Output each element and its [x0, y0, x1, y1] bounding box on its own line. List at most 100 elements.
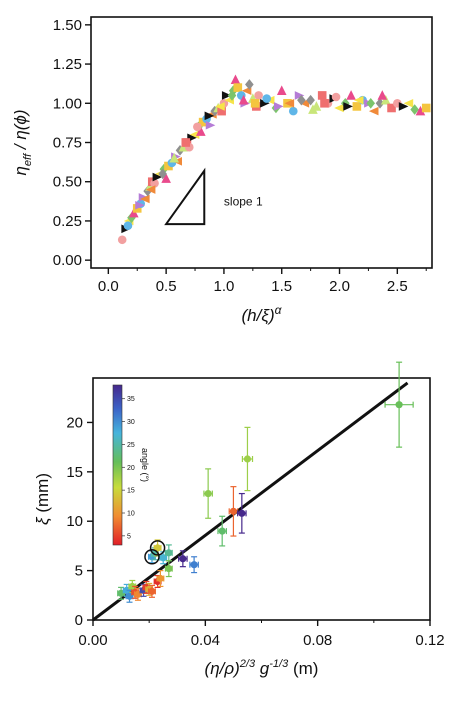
data-point — [398, 102, 409, 111]
data-point — [153, 544, 162, 552]
data-point — [352, 102, 362, 111]
fit-line — [92, 381, 409, 622]
y-tick-label: 10 — [66, 513, 83, 530]
data-point — [377, 90, 388, 100]
data-point — [204, 111, 215, 121]
data-point — [145, 185, 156, 194]
data-point — [138, 193, 149, 202]
data-point — [260, 98, 270, 108]
data-point — [262, 94, 272, 103]
data-point — [215, 102, 225, 111]
data-point — [161, 173, 171, 183]
data-point — [158, 168, 167, 180]
data-point — [368, 106, 379, 116]
data-point — [410, 104, 419, 115]
data-point — [165, 565, 173, 573]
colorbar-tick-label: 25 — [127, 442, 135, 449]
data-point — [353, 95, 364, 105]
x-tick-label: 0.0 — [98, 278, 119, 295]
slope-triangle — [164, 167, 206, 226]
data-point — [123, 221, 133, 230]
data-point — [150, 178, 159, 188]
y-tick-label: 1.50 — [53, 17, 82, 34]
data-point — [403, 98, 414, 108]
colorbar — [112, 384, 123, 546]
data-point — [181, 138, 191, 147]
data-point — [297, 94, 306, 106]
y-tick-label: 15 — [66, 464, 83, 481]
data-point — [288, 106, 298, 116]
data-point — [250, 98, 260, 108]
data-point — [159, 554, 167, 562]
y-axis-label: ηeff / η(ϕ) — [11, 109, 34, 175]
top-scatter-chart: 0.0 0.5 1.0 1.5 2.0 2.5 0.00 0.25 0.50 0.75 1.00 1.… — [11, 16, 433, 325]
data-point — [299, 98, 310, 108]
colorbar-tick-label: 5 — [127, 533, 131, 540]
x-tick-label: 0.5 — [156, 278, 177, 295]
data-point — [276, 85, 287, 96]
x-tick-label: 0.08 — [303, 632, 332, 649]
data-point — [217, 106, 226, 116]
data-point — [127, 212, 136, 224]
x-axis-label: (h/ξ)α — [242, 303, 283, 325]
data-point — [205, 120, 216, 130]
data-point — [331, 92, 341, 102]
plot-frame — [90, 16, 433, 269]
data-point — [135, 200, 145, 210]
y-tick-label: 0.50 — [53, 174, 82, 191]
colorbar-tick-label: 10 — [127, 511, 135, 518]
data-point — [193, 122, 202, 132]
data-point — [308, 104, 318, 114]
data-point — [238, 94, 249, 105]
data-point — [366, 97, 376, 109]
data-point — [204, 489, 212, 498]
data-point — [140, 194, 150, 204]
x-tick-label: 0.00 — [78, 632, 107, 649]
data-point — [189, 130, 200, 139]
highlight-circle — [144, 549, 160, 565]
data-point — [254, 91, 263, 100]
x-tick-label: 2.0 — [329, 278, 350, 295]
data-point — [233, 83, 243, 92]
x-tick-label: 1.5 — [271, 278, 292, 295]
data-point — [395, 401, 403, 409]
x-tick-label: 0.04 — [191, 632, 220, 649]
data-point — [148, 587, 156, 595]
data-point — [198, 117, 208, 127]
x-axis-label: (η/ρ)2/3 g-1/3 (m) — [205, 658, 319, 678]
y-tick-label: 0.00 — [53, 252, 82, 269]
y-tick-label: 5 — [75, 563, 83, 580]
data-point — [294, 91, 305, 100]
data-point — [273, 102, 284, 111]
data-point — [230, 74, 241, 85]
x-tick-label: 0.12 — [415, 632, 444, 649]
data-point — [334, 103, 344, 113]
data-point — [169, 152, 180, 163]
data-point — [243, 455, 252, 463]
bottom-scatter-chart: 0.00 0.04 0.08 0.12 0 5 10 15 20 (η/ρ)2/3 g-1/3 (… — [33, 361, 445, 678]
colorbar-tick-label: 30 — [127, 419, 135, 426]
y-tick-label: 1.25 — [53, 56, 82, 73]
data-point — [164, 161, 173, 171]
colorbar-tick-label: 35 — [127, 396, 135, 403]
data-point — [152, 172, 163, 182]
y-tick-label: 0 — [75, 612, 83, 629]
y-tick-label: 20 — [66, 414, 83, 431]
data-point — [238, 509, 246, 517]
data-point — [190, 561, 198, 569]
data-point — [284, 98, 295, 108]
y-axis-label: ξ (mm) — [33, 473, 52, 525]
y-tick-label: 1.00 — [53, 95, 82, 112]
data-point — [343, 102, 353, 111]
colorbar-label: angle (°) — [140, 448, 150, 482]
data-point — [306, 94, 315, 106]
data-point — [320, 98, 329, 108]
data-point — [143, 185, 152, 197]
data-point — [229, 507, 238, 515]
data-point — [415, 105, 426, 116]
data-point — [179, 555, 187, 563]
data-point — [346, 90, 356, 100]
data-point — [421, 103, 431, 113]
highlight-circle — [149, 540, 166, 556]
